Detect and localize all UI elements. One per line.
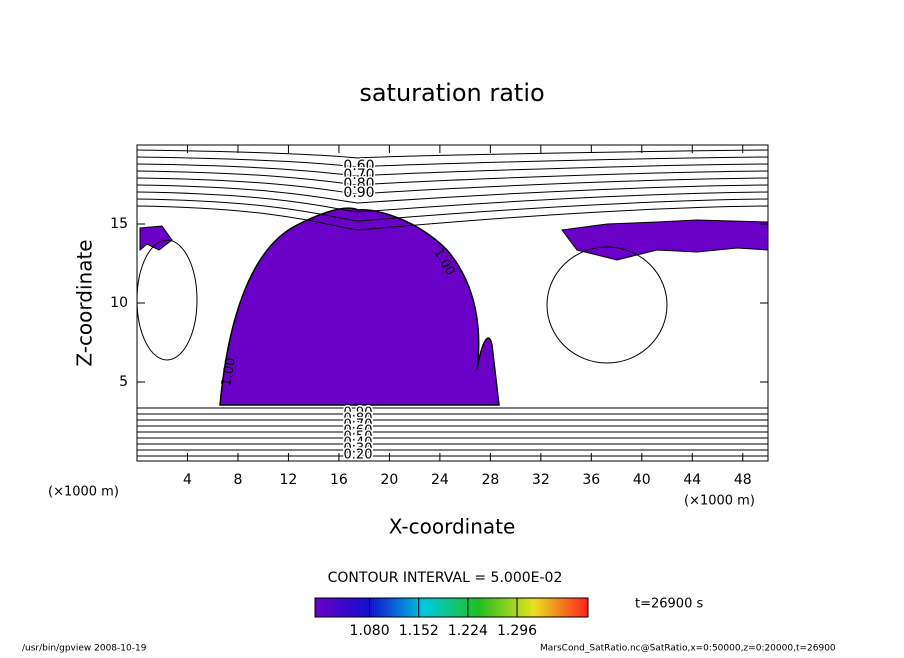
x-tick-label: 32 xyxy=(532,472,550,488)
contour-label: 0.40 xyxy=(344,436,373,451)
y-tick-label: 15 xyxy=(110,216,128,232)
contour-label: 0.90 xyxy=(344,406,373,421)
x-axis-label: X-coordinate xyxy=(389,515,516,539)
time-label: t=26900 s xyxy=(635,597,703,612)
x-tick-label: 8 xyxy=(233,472,242,488)
x-tick-label: 28 xyxy=(481,472,499,488)
y-tick-label: 5 xyxy=(119,374,128,390)
contour-line xyxy=(136,177,769,195)
colorbar-tick-label: 1.224 xyxy=(448,623,488,639)
contour-label: 0.70 xyxy=(344,418,373,433)
contour-line xyxy=(136,239,198,361)
contour-interval: CONTOUR INTERVAL = 5.000E-02 xyxy=(328,570,563,586)
x-tick-label: 12 xyxy=(280,472,298,488)
x-tick-label: 40 xyxy=(633,472,651,488)
contour-line xyxy=(136,205,769,231)
contour-line xyxy=(136,184,769,204)
contour-line xyxy=(136,149,769,159)
contour-line xyxy=(136,156,769,168)
footer-right: MarsCond_SatRatio.nc@SatRatio,x=0:50000,… xyxy=(540,644,836,654)
contour-label: 0.90 xyxy=(343,185,374,201)
supersaturated-region xyxy=(561,219,769,261)
y-tick-label: 10 xyxy=(110,295,128,311)
x-unit-label: (×1000 m) xyxy=(48,485,119,500)
contour-label: 0.60 xyxy=(343,158,374,174)
contour-label: 0.60 xyxy=(344,424,373,439)
x-tick-label: 4 xyxy=(183,472,192,488)
contour-line xyxy=(136,163,769,177)
contour-line xyxy=(136,198,769,222)
x-tick-label: 16 xyxy=(330,472,348,488)
colorbar-tick-label: 1.152 xyxy=(399,623,439,639)
x-tick-label: 20 xyxy=(380,472,398,488)
contour-label: 0.50 xyxy=(344,430,373,445)
chart-title: saturation ratio xyxy=(359,79,544,107)
x-tick-label: 44 xyxy=(683,472,701,488)
supersaturated-region xyxy=(139,225,173,252)
contour-label: 1.00 xyxy=(219,356,239,387)
x-unit-label: (×1000 m) xyxy=(684,494,755,509)
x-tick-label: 24 xyxy=(431,472,449,488)
contour-line xyxy=(546,246,668,364)
y-axis-label: Z-coordinate xyxy=(73,239,97,366)
colorbar xyxy=(314,597,589,618)
colorbar-tick-label: 1.080 xyxy=(350,623,390,639)
x-tick-label: 48 xyxy=(734,472,752,488)
colorbar-tick-label: 1.296 xyxy=(497,623,537,639)
contour-line xyxy=(136,170,769,186)
footer-left: /usr/bin/gpview 2008-10-19 xyxy=(22,644,147,654)
contour-label: 0.70 xyxy=(343,167,374,183)
contour-label: 0.30 xyxy=(344,442,373,457)
contour-label: 0.80 xyxy=(344,412,373,427)
contour-label: 0.20 xyxy=(344,448,373,463)
supersaturated-region xyxy=(219,207,500,406)
x-tick-label: 36 xyxy=(582,472,600,488)
contour-label: 0.80 xyxy=(343,176,374,192)
contour-line xyxy=(136,191,769,213)
